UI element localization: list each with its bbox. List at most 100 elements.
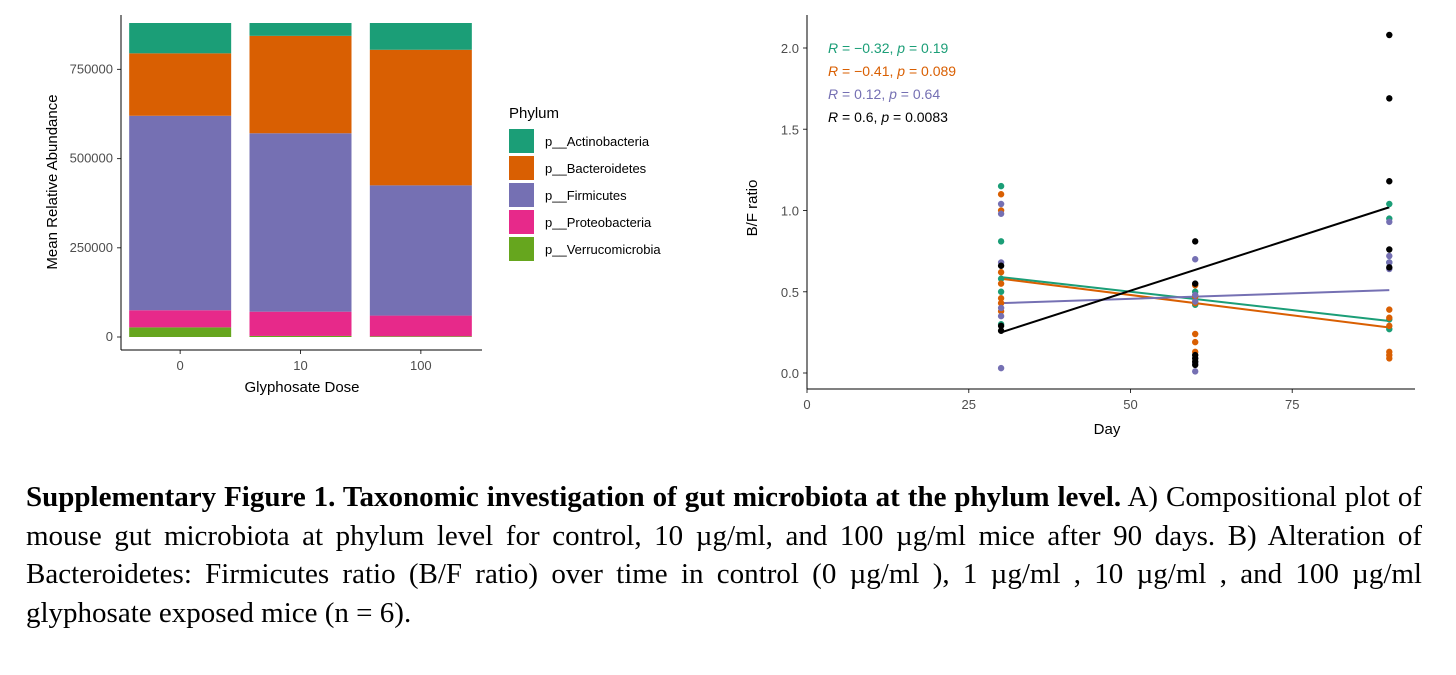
data-point xyxy=(1386,218,1393,226)
y-tick-label: 2.0 xyxy=(781,41,799,56)
legend-title: Phylum xyxy=(509,105,559,122)
bar-segment xyxy=(369,49,472,186)
y-tick-label: 0.5 xyxy=(781,285,799,300)
p-symbol: p xyxy=(896,40,905,56)
bar-segment xyxy=(129,53,232,116)
legend-swatch xyxy=(509,156,534,180)
x-axis-title: Glyphosate Dose xyxy=(244,379,359,396)
data-point xyxy=(997,299,1005,307)
data-point xyxy=(997,295,1005,302)
legend-swatch xyxy=(509,210,534,234)
r-symbol: R xyxy=(828,109,838,125)
x-tick-label: 50 xyxy=(1123,397,1137,412)
data-point xyxy=(1192,338,1199,346)
r-value: = −0.41, xyxy=(838,63,897,79)
legend-swatch xyxy=(509,129,534,153)
data-point xyxy=(997,269,1005,276)
legend-label: p__Firmicutes xyxy=(545,188,627,203)
bf-ratio-scatter-chart: 0 25 50 75 0.0 0.5 1.0 1.5 2.0 Day B/F ratio R =… xyxy=(744,15,1415,438)
p-symbol: p xyxy=(880,109,889,125)
x-tick-label: 0 xyxy=(177,358,184,373)
r-symbol: R xyxy=(828,63,838,79)
bar-segment xyxy=(129,327,232,337)
x-tick-label: 25 xyxy=(962,397,976,412)
p-symbol: p xyxy=(896,63,905,79)
y-axis-title: B/F ratio xyxy=(744,180,761,237)
bar-segment xyxy=(249,335,352,337)
data-point xyxy=(1386,200,1393,208)
data-point xyxy=(1192,368,1199,375)
caption-title: Supplementary Figure 1. Taxonomic invest… xyxy=(26,481,1122,513)
y-tick-label: 750000 xyxy=(70,61,113,76)
y-tick-label: 0 xyxy=(106,329,113,344)
data-point xyxy=(997,275,1005,282)
p-value: = 0.089 xyxy=(905,63,956,79)
data-point xyxy=(1192,291,1199,299)
p-value: = 0.64 xyxy=(897,86,940,102)
data-point xyxy=(1192,238,1199,245)
bar-segment xyxy=(249,311,352,336)
y-tick-label: 0.0 xyxy=(781,366,799,381)
data-point xyxy=(1386,306,1393,313)
legend-swatch xyxy=(509,237,534,261)
data-point xyxy=(1386,322,1393,330)
data-point xyxy=(1192,361,1199,369)
r-value: = −0.32, xyxy=(838,40,897,56)
correlation-label: R = −0.41, p = 0.089 xyxy=(828,63,956,79)
data-point xyxy=(1386,95,1393,102)
compositional-bar-chart: 0 250000 500000 750000 0 10 100 Glyphosate Dos… xyxy=(44,15,661,396)
y-tick-label: 250000 xyxy=(70,240,113,255)
data-point xyxy=(1386,355,1393,362)
data-point xyxy=(997,364,1005,372)
y-axis-title: Mean Relative Abundance xyxy=(44,94,61,269)
bar-segment xyxy=(369,315,472,337)
data-point xyxy=(997,262,1005,269)
data-point xyxy=(1386,178,1393,185)
figure-caption: Supplementary Figure 1. Taxonomic invest… xyxy=(26,478,1422,632)
data-point xyxy=(1192,330,1199,338)
caption-body: A) Compositional plot of mouse gut micro… xyxy=(26,481,1422,629)
data-point xyxy=(1386,246,1393,253)
r-value: = 0.6, xyxy=(838,109,881,125)
bar-segment xyxy=(129,310,232,328)
x-tick-label: 0 xyxy=(803,397,810,412)
correlation-annotations: R = −0.32, p = 0.19R = −0.41, p = 0.089R… xyxy=(828,40,956,125)
data-point xyxy=(1192,298,1199,305)
bar-segment xyxy=(369,185,472,316)
data-point xyxy=(1192,280,1199,287)
bar-segment xyxy=(249,133,352,312)
legend-label: p__Bacteroidetes xyxy=(545,161,647,176)
phylum-legend: Phylum p__Actinobacteria p__Bacteroidetes… xyxy=(509,105,661,261)
data-point xyxy=(997,280,1005,287)
x-axis-title: Day xyxy=(1094,421,1121,438)
r-symbol: R xyxy=(828,86,838,102)
y-tick-label: 1.0 xyxy=(781,204,799,219)
x-tick-label: 75 xyxy=(1285,397,1299,412)
p-symbol: p xyxy=(888,86,897,102)
data-point xyxy=(997,200,1005,208)
bar-segment xyxy=(249,35,352,134)
regression-line xyxy=(1000,206,1390,334)
data-point xyxy=(1386,31,1393,39)
correlation-label: R = −0.32, p = 0.19 xyxy=(828,40,949,56)
x-tick-label: 10 xyxy=(293,358,307,373)
data-point xyxy=(1386,314,1393,321)
data-point xyxy=(997,210,1005,217)
legend-label: p__Verrucomicrobia xyxy=(545,242,661,257)
y-tick-label: 1.5 xyxy=(781,122,799,137)
data-point xyxy=(997,288,1005,295)
bar-segment xyxy=(369,23,472,50)
data-point xyxy=(997,304,1005,312)
correlation-label: R = 0.6, p = 0.0083 xyxy=(828,109,948,125)
p-value: = 0.0083 xyxy=(889,109,948,125)
p-value: = 0.19 xyxy=(905,40,948,56)
bar-segment xyxy=(249,23,352,36)
bar-segment xyxy=(129,23,232,54)
data-point xyxy=(1192,256,1199,263)
legend-label: p__Proteobacteria xyxy=(545,215,652,230)
r-symbol: R xyxy=(828,40,838,56)
correlation-label: R = 0.12, p = 0.64 xyxy=(828,86,940,102)
data-point xyxy=(997,238,1005,245)
bar-segment xyxy=(369,336,472,337)
y-tick-label: 500000 xyxy=(70,151,113,166)
